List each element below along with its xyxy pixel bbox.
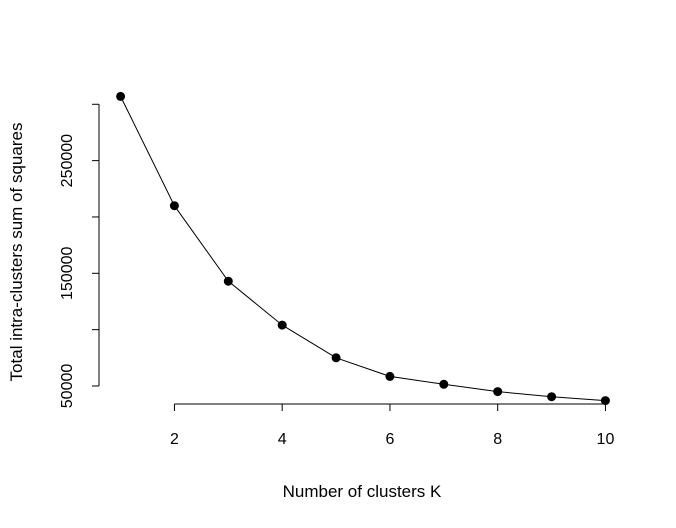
data-point bbox=[223, 276, 233, 286]
data-point bbox=[385, 371, 395, 381]
data-point bbox=[493, 387, 503, 397]
data-point bbox=[439, 379, 449, 389]
y-tick-label: 50000 bbox=[59, 364, 76, 409]
data-point bbox=[116, 91, 126, 101]
data-point bbox=[277, 320, 287, 330]
x-tick-label: 4 bbox=[278, 431, 287, 448]
data-point bbox=[169, 201, 179, 211]
data-point bbox=[547, 392, 557, 402]
x-tick-label: 8 bbox=[493, 431, 502, 448]
y-tick-label: 250000 bbox=[59, 134, 76, 187]
plot-area bbox=[116, 91, 610, 406]
y-tick-label: 150000 bbox=[59, 246, 76, 299]
x-tick-label: 2 bbox=[170, 431, 179, 448]
y-axis-label: Total intra-clusters sum of squares bbox=[7, 123, 26, 382]
x-axis-label: Number of clusters K bbox=[283, 482, 442, 501]
series-line bbox=[120, 96, 606, 402]
x-tick-label: 10 bbox=[597, 431, 615, 448]
x-tick-label: 6 bbox=[385, 431, 394, 448]
data-point bbox=[600, 396, 610, 406]
data-point bbox=[331, 353, 341, 363]
y-axis: 50000 150000 250000 bbox=[59, 103, 100, 409]
x-axis: 2 4 6 8 10 bbox=[170, 403, 615, 448]
